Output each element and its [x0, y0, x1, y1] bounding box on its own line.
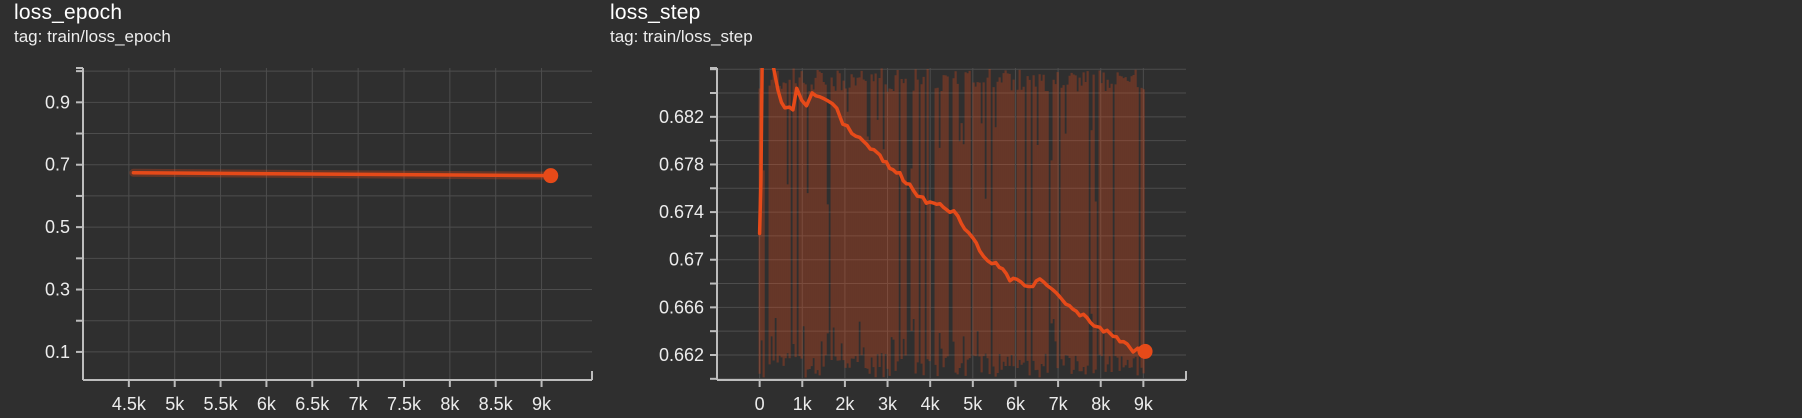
x-tick-label: 2k — [835, 394, 855, 414]
endpoint-dot — [1137, 343, 1153, 359]
chart-card-loss-epoch: loss_epoch tag: train/loss_epoch 0.1 0.3 0… — [0, 0, 600, 418]
x-tick-label: 6.5k — [295, 394, 330, 414]
y-tick-label: 0.1 — [45, 342, 70, 362]
endpoint-dot — [543, 168, 559, 184]
x-tick-label: 3k — [878, 394, 898, 414]
x-tick-label: 5.5k — [204, 394, 239, 414]
chart-subtitle-loss-step: tag: train/loss_step — [610, 27, 753, 46]
x-tick-label: 1k — [793, 394, 813, 414]
series-line — [131, 171, 553, 178]
x-tick-label: 4.5k — [112, 394, 147, 414]
y-tick-label: 0.3 — [45, 280, 70, 300]
y-tick-label: 0.9 — [45, 92, 70, 112]
x-tick-label: 7k — [1049, 394, 1069, 414]
x-tick-label: 5k — [963, 394, 983, 414]
x-tick-label: 8.5k — [479, 394, 514, 414]
x-tick-label: 5k — [165, 394, 185, 414]
x-tick-label: 7.5k — [387, 394, 422, 414]
loss-epoch-chart-svg[interactable]: 0.1 0.3 0.5 0.7 0.9 4.5k 5k 5.5k 6k 6.5k 7k 7.5k 8k 8… — [0, 0, 600, 418]
y-tick-label: 0.662 — [659, 345, 704, 365]
y-tick-label: 0.678 — [659, 154, 704, 174]
x-tick-label: 8k — [1091, 394, 1111, 414]
chart-subtitle-loss-epoch: tag: train/loss_epoch — [14, 27, 171, 46]
y-tick-label: 0.7 — [45, 155, 70, 175]
y-tick-label: 0.682 — [659, 107, 704, 127]
x-tick-label: 4k — [921, 394, 941, 414]
x-tick-label: 9k — [1134, 394, 1154, 414]
x-tick-label: 7k — [349, 394, 369, 414]
x-tick-label: 6k — [257, 394, 277, 414]
y-tick-label: 0.5 — [45, 217, 70, 237]
x-tick-label: 6k — [1006, 394, 1026, 414]
loss-step-chart-svg[interactable]: 0.662 0.666 0.67 0.674 0.678 0.682 0 1k 2k 3k 4k 5k… — [600, 0, 1202, 418]
y-tick-label: 0.67 — [669, 250, 704, 270]
y-tick-label: 0.674 — [659, 202, 704, 222]
series-line — [757, 68, 1147, 357]
chart-title-loss-epoch: loss_epoch — [14, 1, 123, 24]
y-tick-label: 0.666 — [659, 297, 704, 317]
x-tick-label: 9k — [532, 394, 552, 414]
x-tick-label: 0 — [755, 394, 765, 414]
chart-card-loss-step: loss_step tag: train/loss_step 0.662 0.66… — [600, 0, 1202, 418]
x-tick-label: 8k — [440, 394, 460, 414]
chart-title-loss-step: loss_step — [610, 1, 701, 24]
